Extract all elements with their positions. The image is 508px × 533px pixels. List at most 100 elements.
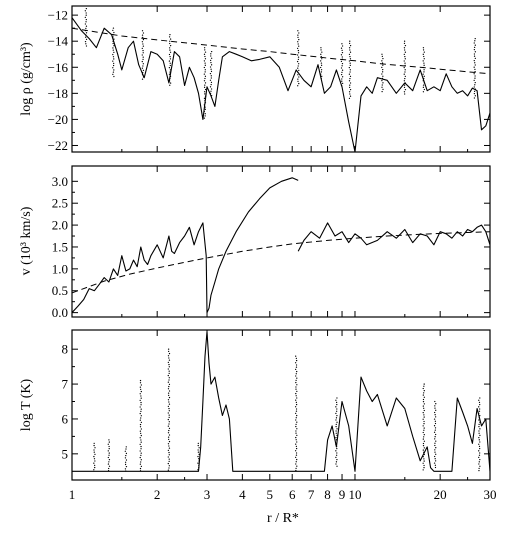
density-spike-point (113, 62, 115, 65)
density-spike-point (403, 73, 405, 75)
temperature-spike-point (478, 401, 481, 404)
density-spike-point (382, 71, 384, 73)
density-spike-point (422, 53, 424, 55)
temperature-spike-point (434, 464, 437, 466)
temperature-spike-point (197, 462, 199, 464)
temperature-spike-point (93, 451, 95, 453)
temperature-spike-point (93, 455, 95, 458)
density-spike-point (422, 60, 424, 62)
temperature-spike-point (478, 406, 480, 408)
temperature-spike-point (295, 445, 298, 448)
temperature-spike-point (168, 460, 170, 463)
density-spike-point (141, 34, 144, 36)
density-spike-point (423, 82, 425, 84)
temperature-spike-point (198, 453, 200, 456)
temperature-spike-point (139, 467, 142, 470)
density-ytick-label: −14 (48, 34, 69, 49)
temperature-spike-point (479, 434, 481, 437)
temperature-spike-point (423, 451, 425, 453)
density-spike-point (341, 49, 343, 52)
temperature-spike-point (295, 467, 297, 470)
density-spike-point (423, 69, 425, 71)
density-spike-point (204, 82, 207, 84)
temperature-spike-point (422, 412, 424, 414)
temperature-spike-point (479, 458, 481, 461)
temperature-spike-point (423, 458, 425, 460)
temperature-spike-point (139, 437, 141, 439)
temperature-spike-point (198, 464, 200, 467)
temperature-spike-point (478, 436, 480, 439)
temperature-spike-point (167, 381, 170, 383)
temperature-spike-point (197, 449, 199, 451)
temperature-spike-point (94, 447, 96, 449)
density-spike-point (403, 60, 405, 62)
temperature-spike-point (139, 470, 142, 472)
density-spike-point (112, 67, 114, 69)
density-spike-point (297, 65, 299, 67)
density-spike-point (210, 53, 212, 55)
density-spike-point (403, 53, 405, 56)
density-spike-point (112, 56, 115, 58)
temperature-solid-line (72, 331, 490, 472)
temperature-spike-point (139, 419, 141, 421)
temperature-spike-point (197, 442, 199, 445)
temperature-spike-point (168, 403, 171, 405)
temperature-spike-point (434, 400, 436, 403)
density-spike-point (85, 43, 87, 45)
density-spike-point (113, 31, 115, 34)
temperature-spike-point (295, 395, 297, 397)
temperature-spike-point (435, 447, 437, 449)
density-spike-point (142, 76, 145, 78)
density-spike-point (210, 68, 212, 70)
density-spike-point (142, 52, 144, 54)
density-ytick-label: −22 (48, 138, 68, 153)
density-spike-point (112, 42, 114, 45)
density-spike-point (381, 60, 383, 62)
temperature-spike-point (167, 388, 170, 390)
temperature-spike-point (168, 363, 170, 366)
temperature-spike-point (168, 440, 171, 443)
density-spike-point (142, 32, 145, 34)
density-spike-point (403, 91, 406, 93)
temperature-spike-point (335, 417, 338, 419)
temperature-spike-point (167, 399, 170, 401)
density-spike-point (382, 82, 384, 84)
density-spike-point (168, 73, 171, 75)
density-spike-point (349, 88, 352, 91)
temperature-spike-point (423, 407, 425, 409)
density-spike-point (320, 77, 322, 80)
density-spike-point (168, 80, 171, 82)
temperature-spike-point (295, 430, 297, 432)
temperature-spike-point (94, 453, 96, 456)
temperature-spike-point (335, 450, 337, 452)
density-spike-point (422, 84, 425, 86)
density-spike-point (141, 54, 143, 56)
temperature-spike-point (478, 419, 480, 421)
temperature-spike-point (335, 419, 337, 421)
density-spike-point (320, 69, 323, 71)
temperature-spike-point (295, 447, 298, 450)
temperature-spike-point (296, 390, 298, 393)
density-ytick-label: −20 (48, 112, 68, 127)
temperature-spike-point (168, 357, 170, 359)
temperature-spike-point (479, 397, 481, 399)
density-spike-point (423, 71, 425, 73)
density-spike-point (85, 18, 87, 21)
temperature-spike-point (478, 432, 480, 434)
temperature-spike-point (168, 414, 170, 416)
temperature-spike-point (139, 463, 142, 465)
temperature-spike-point (434, 438, 436, 440)
temperature-spike-point (434, 414, 436, 416)
density-spike-point (473, 55, 476, 57)
temperature-spike-point (335, 425, 337, 428)
density-spike-point (204, 113, 206, 115)
density-spike-point (473, 92, 476, 95)
density-spike-point (204, 51, 207, 53)
density-spike-point (349, 55, 351, 58)
density-spike-point (474, 81, 476, 84)
temperature-spike-point (295, 423, 297, 426)
temperature-spike-point (295, 386, 297, 388)
density-spike-point (169, 82, 172, 84)
velocity-ytick-label: 0.0 (52, 305, 68, 320)
temperature-spike-point (296, 421, 298, 423)
